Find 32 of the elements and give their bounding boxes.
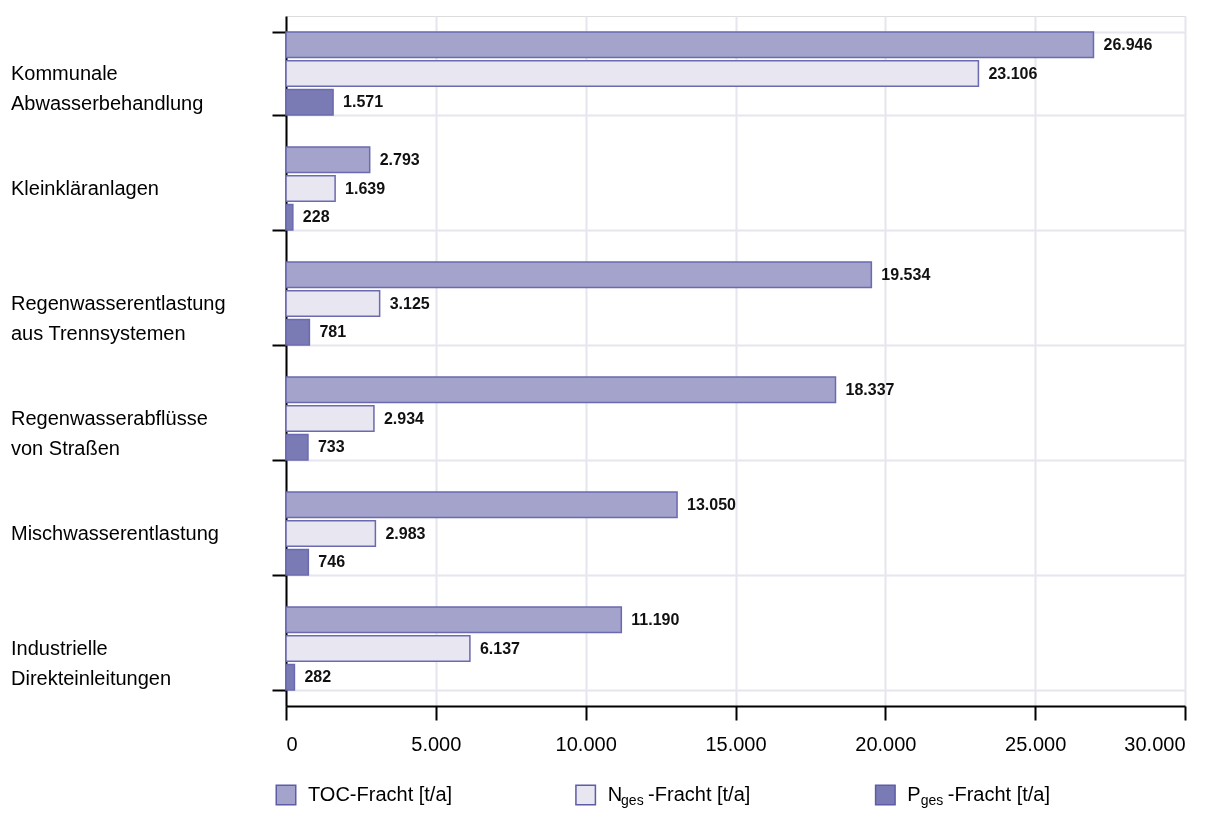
y-tick-label: Mischwasserentlastung [11, 521, 219, 544]
data-label: 2.793 [379, 150, 420, 168]
x-tick-label: 10.000 [555, 732, 617, 755]
data-label: 282 [304, 668, 332, 686]
data-label: 26.946 [1103, 35, 1153, 53]
data-label: 228 [302, 208, 330, 226]
x-tick-label: 0 [286, 732, 298, 755]
data-label: 781 [319, 323, 347, 341]
data-label: 1.571 [343, 93, 384, 111]
data-label: 23.106 [988, 64, 1038, 82]
y-tick-label: Regenwasserabflüsse von Straßen [11, 406, 208, 459]
legend-label: TOC-Fracht [t/a] [308, 783, 453, 805]
x-tick-label: 25.000 [1005, 732, 1067, 755]
x-tick-label: 30.000 [1124, 732, 1186, 755]
data-label: 13.050 [687, 495, 737, 513]
x-tick-label: 15.000 [705, 732, 767, 755]
y-tick-label: Regenwasserentlastung aus Trennsystemen [11, 291, 226, 344]
data-label: 6.137 [479, 639, 521, 657]
data-label: 746 [318, 553, 346, 571]
data-label: 2.934 [383, 409, 425, 427]
data-label: 1.639 [345, 179, 386, 197]
data-label: 2.983 [385, 524, 426, 542]
data-label: 733 [317, 438, 345, 456]
y-tick-label: Kommunale Abwasserbehandlung [11, 61, 204, 114]
data-label: 19.534 [881, 265, 931, 283]
data-label: 3.125 [389, 294, 430, 312]
x-tick-label: 20.000 [855, 732, 917, 755]
y-tick-label: Industrielle Direkteinleitungen [11, 636, 172, 689]
y-tick-label: Kleinkläranlagen [11, 176, 159, 199]
data-label: 18.337 [845, 380, 895, 398]
data-label: 11.190 [631, 610, 680, 628]
x-tick-label: 5.000 [411, 732, 462, 755]
